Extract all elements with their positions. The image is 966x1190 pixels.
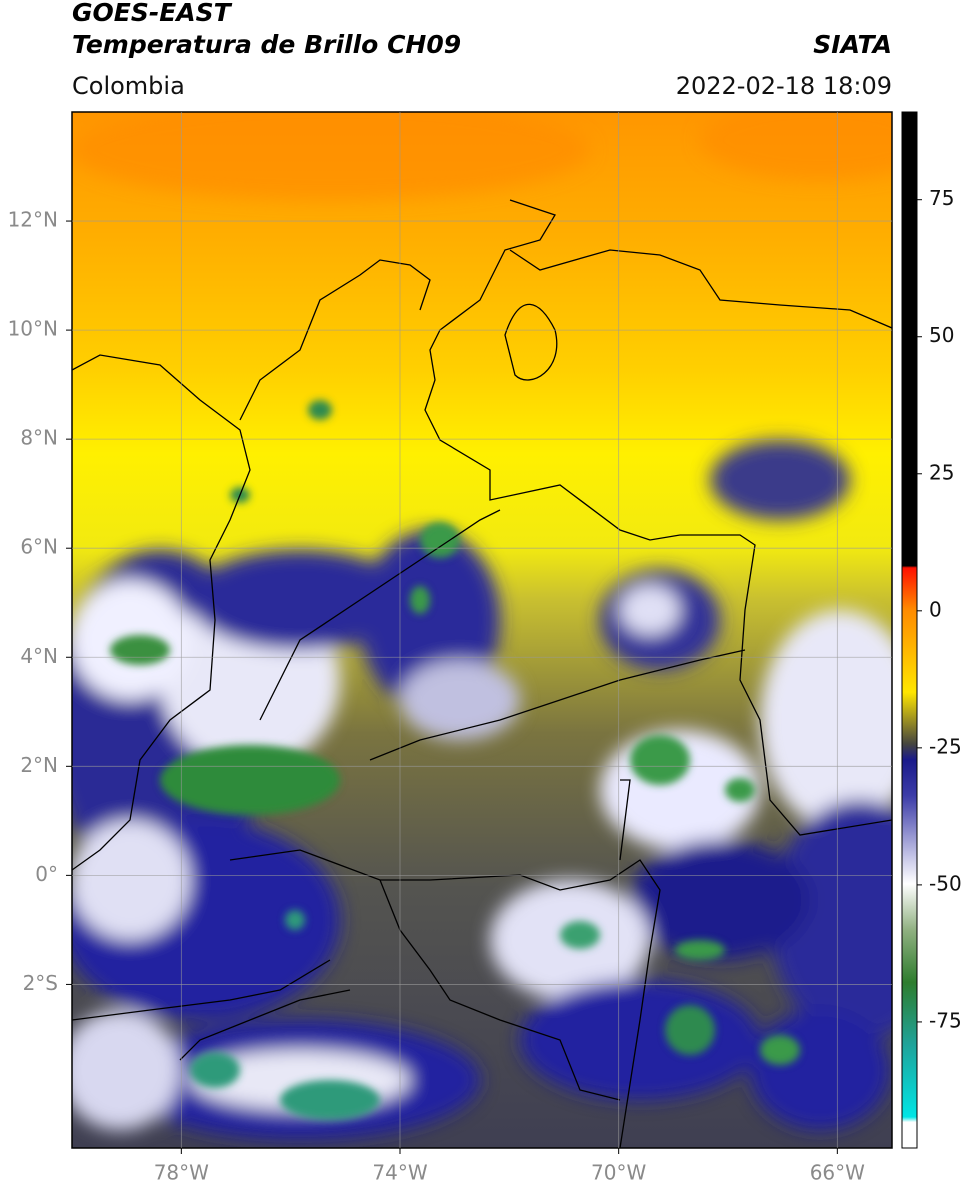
x-tick-label: 70°W bbox=[591, 1161, 646, 1185]
y-tick-label: 2°S bbox=[23, 971, 58, 995]
colorbar bbox=[901, 111, 918, 1149]
y-tick-label: 8°N bbox=[20, 426, 58, 450]
y-tick-label: 2°N bbox=[20, 753, 58, 777]
colorbar-tick-label: 50 bbox=[929, 323, 954, 347]
colorbar-tick-label: 75 bbox=[929, 186, 954, 210]
x-tick-label: 78°W bbox=[154, 1161, 209, 1185]
subtitle: Temperatura de Brillo CH09 bbox=[72, 30, 461, 59]
colorbar-tick-label: -25 bbox=[929, 734, 962, 758]
title: GOES-EAST bbox=[72, 0, 233, 27]
y-tick-label: 4°N bbox=[20, 644, 58, 668]
y-tick-label: 0° bbox=[35, 862, 58, 886]
x-tick-label: 74°W bbox=[372, 1161, 427, 1185]
colorbar-tick-label: 25 bbox=[929, 460, 954, 484]
colorbar-tick-label: -50 bbox=[929, 871, 962, 895]
region: Colombia bbox=[72, 72, 185, 100]
x-tick-label: 66°W bbox=[810, 1161, 865, 1185]
y-tick-label: 10°N bbox=[8, 317, 58, 341]
satellite-image bbox=[72, 112, 892, 1148]
colorbar-tick-label: 0 bbox=[929, 597, 942, 621]
y-tick-label: 12°N bbox=[8, 208, 58, 232]
map-frame bbox=[71, 111, 893, 1149]
source: SIATA bbox=[813, 30, 892, 59]
colorbar-tick-label: -75 bbox=[929, 1008, 962, 1032]
datetime: 2022-02-18 18:09 bbox=[676, 72, 892, 100]
y-tick-label: 6°N bbox=[20, 535, 58, 559]
